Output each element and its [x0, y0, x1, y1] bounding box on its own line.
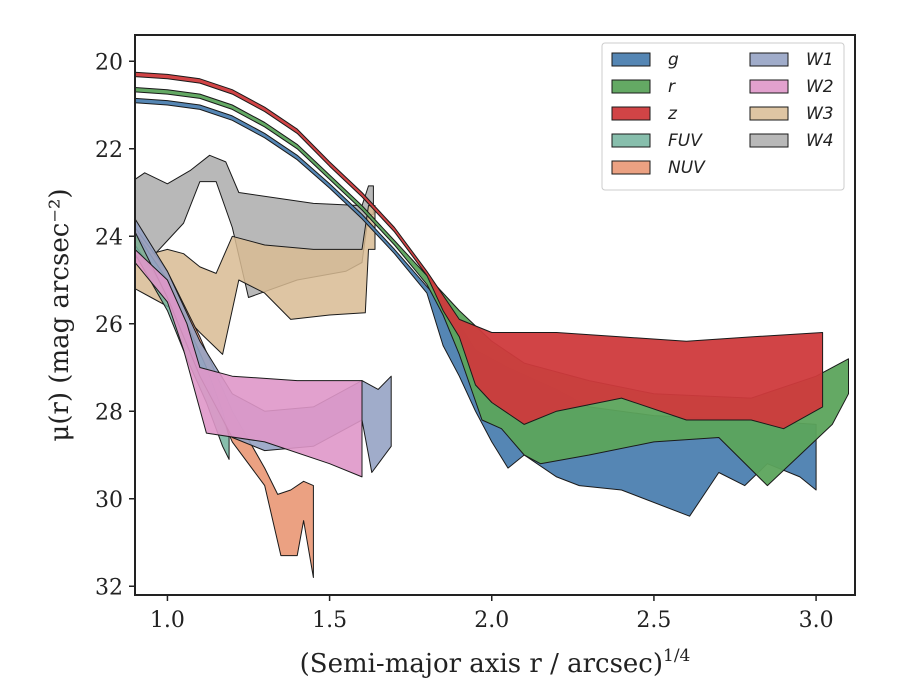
y-axis-label: μ(r) (mag arcsec⁻²) [45, 188, 75, 441]
legend-label-nuv: NUV [668, 158, 706, 178]
y-tick-label: 32 [95, 575, 123, 600]
y-axis: 20 22 24 26 28 30 32 [95, 50, 135, 600]
legend-swatch-r [611, 79, 651, 94]
x-tick-label: 1.5 [312, 608, 347, 633]
legend-swatch-w1 [749, 52, 789, 67]
legend-swatch-z [611, 106, 651, 121]
legend-swatch-w2 [749, 79, 789, 94]
legend-swatch-fuv [611, 133, 651, 148]
legend-label-w2: W2 [806, 77, 834, 97]
legend-label-w1: W1 [806, 50, 834, 70]
legend-swatch-w3 [749, 106, 789, 121]
y-tick-label: 26 [95, 313, 123, 338]
legend: grz FUV NUV W1 W2 W3 W4 [601, 42, 845, 191]
band-r [135, 87, 849, 487]
profile-bands [135, 71, 849, 578]
y-tick-label: 28 [95, 400, 123, 425]
legend-label-fuv: FUV [668, 131, 703, 151]
x-tick-label: 1.0 [150, 608, 185, 633]
x-tick-label: 3.0 [799, 608, 834, 633]
y-tick-label: 30 [95, 488, 123, 513]
legend-swatch-w4 [749, 133, 789, 148]
band-z [135, 71, 824, 430]
x-tick-label: 2.0 [474, 608, 509, 633]
legend-swatch-g [611, 52, 651, 67]
x-axis-label-exponent: 1/4 [663, 646, 690, 666]
x-tick-label: 2.5 [636, 608, 671, 633]
plot-frame [134, 34, 856, 596]
y-tick-label: 22 [95, 138, 123, 163]
x-axis-label-main: (Semi-major axis r / arcsec) [300, 649, 663, 679]
band-w2 [135, 248, 363, 478]
legend-label-w4: W4 [806, 131, 834, 151]
x-axis: 1.0 1.5 2.0 2.5 3.0 [150, 595, 834, 633]
y-tick-label: 20 [95, 50, 123, 75]
legend-swatch-nuv [611, 160, 651, 175]
band-g [135, 97, 817, 517]
legend-label-z: z [667, 104, 678, 124]
legend-label-g: g [668, 50, 679, 70]
x-axis-label: (Semi-major axis r / arcsec)1/4 [300, 646, 691, 679]
y-tick-label: 24 [95, 225, 123, 250]
legend-label-w3: W3 [806, 104, 834, 124]
legend-label-r: r [668, 77, 676, 97]
